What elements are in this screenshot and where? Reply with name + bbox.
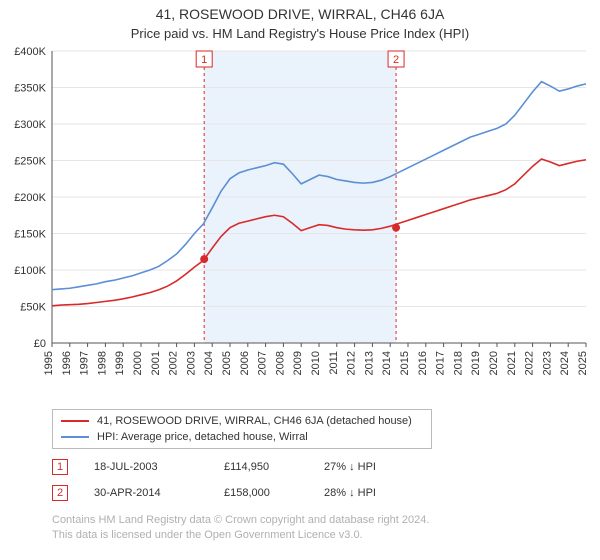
price-chart: £0 £50K £100K £150K £200K £250K £300K £350K £400… xyxy=(10,43,590,403)
x-tick: 2010 xyxy=(310,351,322,375)
sale-badge: 1 xyxy=(52,459,68,475)
x-tick: 2022 xyxy=(524,351,536,375)
x-tick: 1996 xyxy=(61,351,73,375)
x-tick: 2002 xyxy=(168,351,180,375)
x-tick: 1997 xyxy=(79,351,91,375)
y-tick: £400K xyxy=(14,46,46,58)
x-tick: 2011 xyxy=(328,351,340,375)
sale-marker xyxy=(200,255,208,263)
x-tick: 2003 xyxy=(185,351,197,375)
footer-line-2: This data is licensed under the Open Gov… xyxy=(52,528,590,543)
sale-marker xyxy=(392,224,400,232)
page-title: 41, ROSEWOOD DRIVE, WIRRAL, CH46 6JA xyxy=(10,6,590,22)
x-tick: 2007 xyxy=(257,351,269,375)
sales-table: 1 18-JUL-2003£114,95027% ↓ HPI 2 30-APR-201… xyxy=(10,459,590,501)
sale-price: £114,950 xyxy=(224,461,324,473)
sale-delta: 27% ↓ HPI xyxy=(324,461,444,473)
legend-label: HPI: Average price, detached house, Wirr… xyxy=(97,431,308,443)
marker-flag-label: 2 xyxy=(393,54,399,66)
legend-swatch xyxy=(61,436,89,438)
footer: Contains HM Land Registry data © Crown c… xyxy=(52,513,590,543)
sale-badge: 2 xyxy=(52,485,68,501)
sale-date: 18-JUL-2003 xyxy=(94,461,224,473)
sale-row: 2 30-APR-2014£158,00028% ↓ HPI xyxy=(52,485,590,501)
x-tick: 1995 xyxy=(43,351,55,375)
x-tick: 2000 xyxy=(132,351,144,375)
legend-swatch xyxy=(61,420,89,422)
y-tick: £250K xyxy=(14,156,46,168)
sale-price: £158,000 xyxy=(224,487,324,499)
x-tick: 2008 xyxy=(274,351,286,375)
sale-delta: 28% ↓ HPI xyxy=(324,487,444,499)
x-tick: 2020 xyxy=(488,351,500,375)
x-tick: 2009 xyxy=(292,351,304,375)
chart-svg: £0 £50K £100K £150K £200K £250K £300K £350K £400… xyxy=(10,43,590,403)
x-tick: 1999 xyxy=(114,351,126,375)
x-tick: 2015 xyxy=(399,351,411,375)
x-tick: 2019 xyxy=(470,351,482,375)
y-tick: £350K xyxy=(14,83,46,95)
legend: 41, ROSEWOOD DRIVE, WIRRAL, CH46 6JA (de… xyxy=(52,409,432,449)
sale-date: 30-APR-2014 xyxy=(94,487,224,499)
footer-line-1: Contains HM Land Registry data © Crown c… xyxy=(52,513,590,528)
x-tick: 2006 xyxy=(239,351,251,375)
sale-row: 1 18-JUL-2003£114,95027% ↓ HPI xyxy=(52,459,590,475)
x-tick: 2005 xyxy=(221,351,233,375)
y-tick: £150K xyxy=(14,229,46,241)
x-tick: 2016 xyxy=(417,351,429,375)
y-tick: £50K xyxy=(20,302,46,314)
legend-item: 41, ROSEWOOD DRIVE, WIRRAL, CH46 6JA (de… xyxy=(61,415,423,427)
y-tick: £300K xyxy=(14,119,46,131)
x-tick: 1998 xyxy=(96,351,108,375)
x-tick: 2013 xyxy=(363,351,375,375)
legend-item: HPI: Average price, detached house, Wirr… xyxy=(61,431,423,443)
x-tick: 2021 xyxy=(506,351,518,375)
x-tick: 2017 xyxy=(435,351,447,375)
y-tick: £100K xyxy=(14,265,46,277)
x-tick: 2023 xyxy=(541,351,553,375)
legend-label: 41, ROSEWOOD DRIVE, WIRRAL, CH46 6JA (de… xyxy=(97,415,412,427)
y-tick: £200K xyxy=(14,192,46,204)
y-tick: £0 xyxy=(34,338,46,350)
x-tick: 2024 xyxy=(559,351,571,375)
page-subtitle: Price paid vs. HM Land Registry's House … xyxy=(10,26,590,41)
marker-flag-label: 1 xyxy=(201,54,207,66)
x-tick: 2014 xyxy=(381,351,393,375)
x-tick: 2004 xyxy=(203,351,215,375)
x-tick: 2025 xyxy=(577,351,589,375)
x-tick: 2001 xyxy=(150,351,162,375)
x-tick: 2018 xyxy=(452,351,464,375)
x-tick: 2012 xyxy=(346,351,358,375)
